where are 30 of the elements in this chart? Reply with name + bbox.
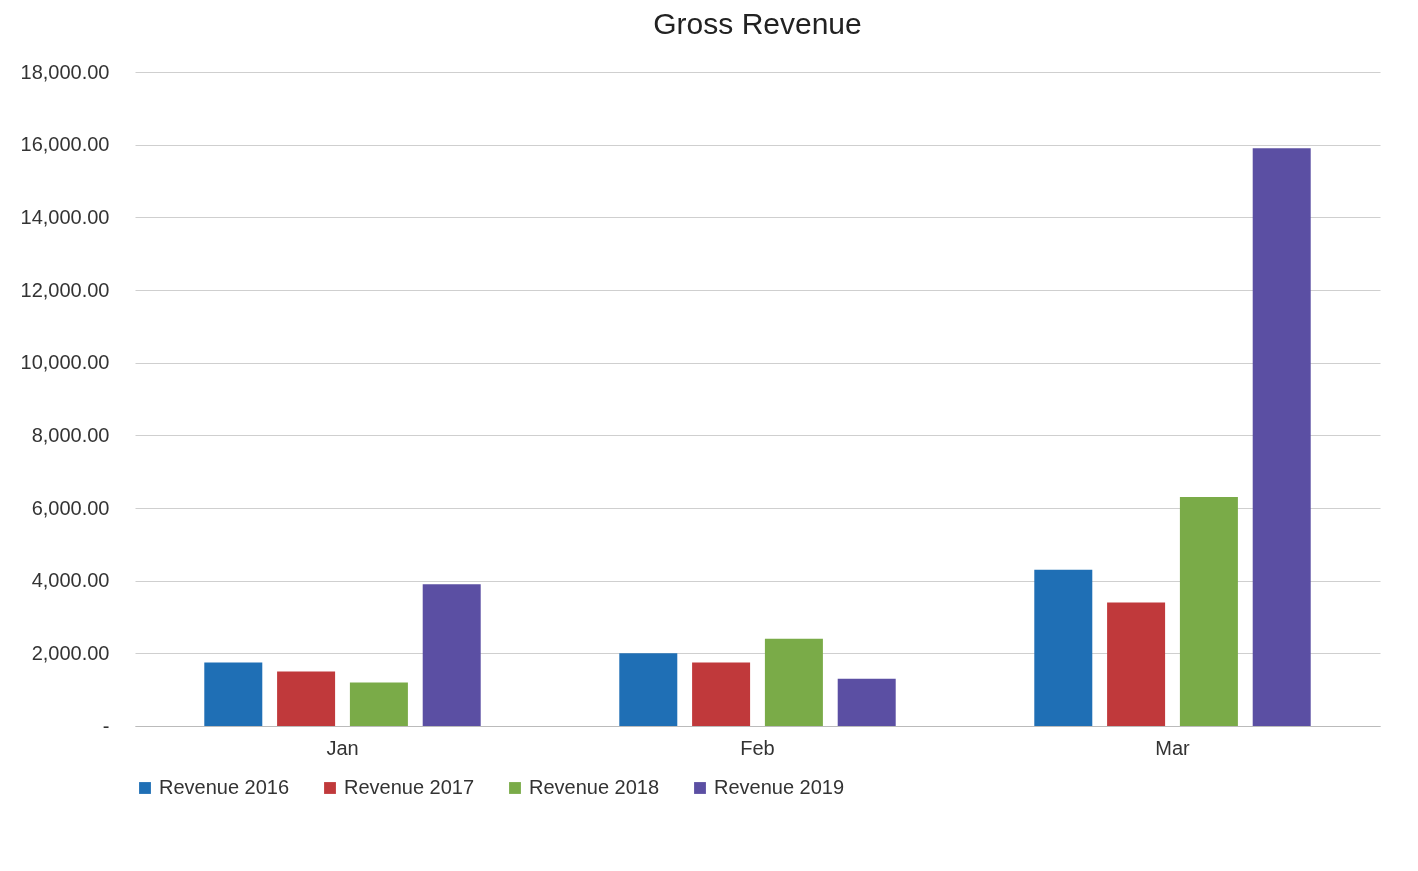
bar — [1107, 602, 1166, 726]
bar — [1179, 497, 1238, 726]
bar — [619, 653, 678, 726]
legend-label: Revenue 2018 — [529, 776, 660, 798]
x-tick-label: Mar — [1155, 736, 1191, 759]
bar — [764, 638, 823, 726]
chart-title: Gross Revenue — [653, 7, 862, 40]
y-tick-label: 18,000.00 — [20, 60, 110, 83]
y-tick-label: 12,000.00 — [20, 278, 110, 301]
bar — [204, 662, 263, 726]
bar — [692, 662, 751, 726]
y-tick-label: 2,000.00 — [31, 641, 110, 664]
legend-label: Revenue 2019 — [714, 776, 845, 798]
bar — [1034, 569, 1093, 726]
bar — [277, 671, 336, 726]
y-tick-label: 10,000.00 — [20, 351, 110, 374]
legend-label: Revenue 2017 — [344, 776, 475, 798]
bar — [837, 678, 896, 726]
y-tick-label: 16,000.00 — [20, 133, 110, 156]
y-tick-label: 6,000.00 — [31, 496, 110, 519]
y-tick-label: 14,000.00 — [20, 205, 110, 228]
y-tick-label: - — [102, 714, 110, 737]
legend-label: Revenue 2016 — [159, 776, 290, 798]
bar — [349, 682, 408, 726]
x-tick-label: Jan — [326, 736, 359, 759]
bar — [422, 584, 481, 726]
y-tick-label: 4,000.00 — [31, 569, 110, 592]
x-tick-label: Feb — [740, 736, 775, 759]
bar — [1252, 148, 1311, 726]
y-tick-label: 8,000.00 — [31, 423, 110, 446]
